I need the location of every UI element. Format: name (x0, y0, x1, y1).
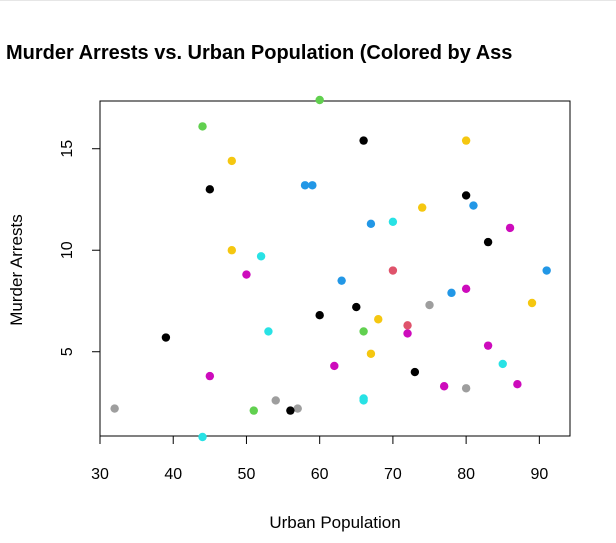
data-point (388, 266, 398, 275)
data-point (205, 185, 215, 194)
data-point (264, 327, 273, 336)
x-tick-label: 60 (311, 466, 329, 483)
data-point (286, 406, 295, 415)
data-point (198, 432, 207, 442)
y-axis: 5 10 15 (59, 140, 101, 356)
data-point (227, 156, 237, 166)
data-point (315, 95, 324, 105)
data-point (498, 359, 507, 369)
x-tick-label: 40 (164, 466, 182, 483)
data-point (271, 396, 280, 405)
data-point (359, 327, 368, 336)
data-point (374, 315, 383, 324)
data-point (337, 276, 346, 285)
data-point (461, 191, 471, 200)
data-point (461, 384, 471, 393)
y-tick-label: 5 (59, 347, 76, 356)
data-point (249, 406, 258, 415)
data-point (425, 300, 434, 310)
data-point (366, 349, 376, 358)
x-tick-label: 90 (530, 466, 548, 483)
data-point (366, 219, 376, 229)
data-point (352, 302, 361, 312)
plot-frame (99, 100, 571, 437)
data-points (110, 95, 551, 442)
data-point (410, 367, 420, 377)
data-point (527, 298, 537, 308)
data-point (242, 270, 251, 279)
data-point (483, 341, 493, 350)
data-point (461, 284, 471, 294)
data-point (256, 252, 266, 261)
data-point (403, 321, 412, 330)
data-point (227, 246, 237, 255)
y-tick-label: 10 (59, 241, 76, 259)
data-point (403, 329, 412, 338)
y-axis-label: Murder Arrests (7, 214, 26, 325)
data-point (388, 217, 398, 227)
x-tick-label: 80 (457, 466, 475, 483)
data-point (483, 237, 493, 247)
x-axis: 30 40 50 60 70 80 90 (91, 435, 548, 483)
x-tick-label: 50 (238, 466, 256, 483)
data-point (161, 333, 171, 342)
data-point (359, 136, 368, 145)
x-tick-label: 30 (91, 466, 109, 483)
data-point (542, 266, 551, 275)
data-point (417, 203, 427, 212)
data-point (308, 181, 317, 190)
data-point (300, 181, 310, 190)
data-point (505, 223, 515, 233)
x-tick-label: 70 (384, 466, 402, 483)
x-axis-label: Urban Population (269, 513, 400, 532)
top-divider (0, 0, 616, 1)
data-point (293, 404, 302, 413)
data-point (198, 122, 207, 131)
chart-title: Murder Arrests vs. Urban Population (Col… (6, 42, 512, 64)
data-point (205, 371, 215, 381)
data-point (439, 382, 449, 391)
data-point (513, 380, 522, 389)
data-point (110, 404, 119, 413)
data-point (461, 136, 471, 145)
data-point (315, 310, 324, 320)
data-point (359, 396, 368, 405)
y-tick-label: 15 (59, 140, 76, 158)
data-point (330, 361, 339, 371)
data-point (469, 201, 478, 210)
data-point (447, 288, 456, 298)
